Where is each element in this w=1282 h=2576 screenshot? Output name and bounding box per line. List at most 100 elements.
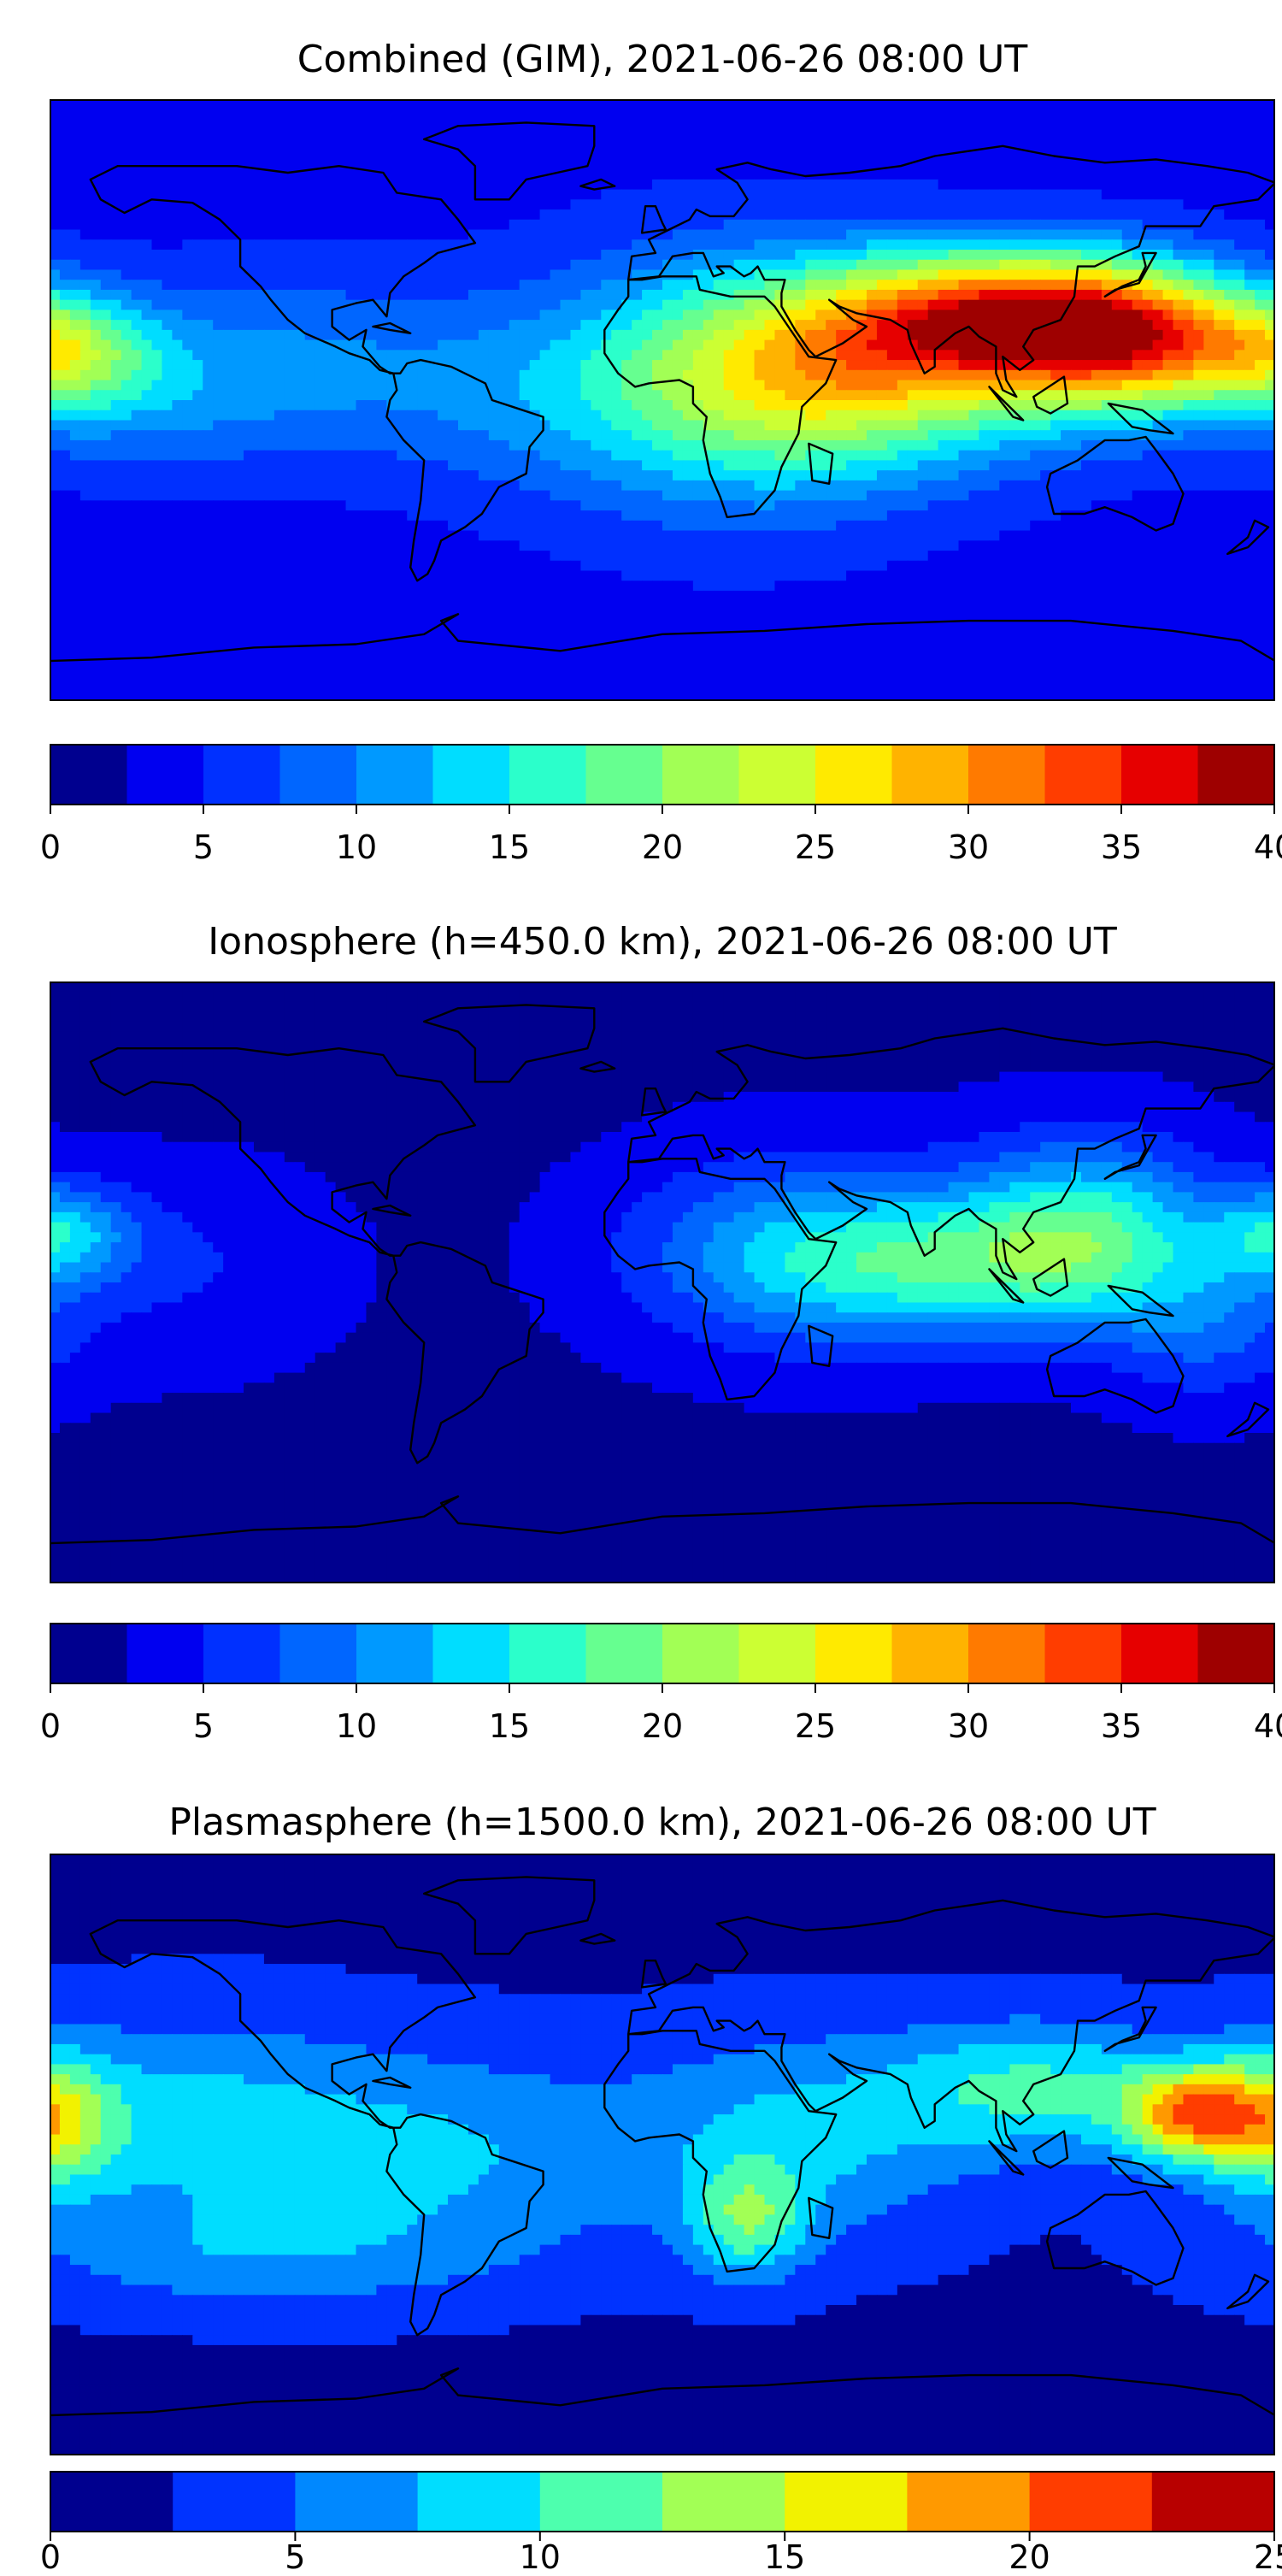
field-cell xyxy=(876,280,888,291)
field-cell xyxy=(652,239,663,251)
field-cell xyxy=(1214,339,1225,351)
field-cell xyxy=(69,280,81,291)
field-cell xyxy=(897,329,909,341)
field-cell xyxy=(335,129,347,140)
field-cell xyxy=(345,309,357,321)
field-cell xyxy=(223,109,234,121)
field-cell xyxy=(192,109,203,121)
field-cell xyxy=(1162,109,1174,121)
field-cell xyxy=(50,199,61,210)
field-cell xyxy=(345,369,357,381)
field-cell xyxy=(550,329,562,341)
field-cell xyxy=(1255,400,1266,411)
field-cell xyxy=(1091,109,1103,121)
field-cell xyxy=(836,109,847,121)
field-cell xyxy=(79,229,91,240)
field-cell xyxy=(458,380,469,391)
field-cell xyxy=(826,329,837,341)
field-cell xyxy=(345,239,357,251)
field-cell xyxy=(438,169,449,180)
field-cell xyxy=(304,400,316,411)
field-cell xyxy=(59,239,71,251)
field-cell xyxy=(897,129,909,140)
field-cell xyxy=(356,460,368,471)
field-cell xyxy=(356,189,368,200)
field-cell xyxy=(417,309,428,321)
field-cell xyxy=(1193,430,1204,441)
field-cell xyxy=(632,139,643,150)
field-cell xyxy=(79,159,91,170)
field-cell xyxy=(1071,490,1082,501)
field-cell xyxy=(203,369,214,381)
field-cell xyxy=(345,289,357,301)
field-cell xyxy=(356,490,368,501)
field-cell xyxy=(233,229,244,240)
field-cell xyxy=(356,410,368,421)
field-cell xyxy=(213,259,224,271)
field-cell xyxy=(79,209,91,221)
field-cell xyxy=(529,250,541,261)
field-cell xyxy=(397,169,408,180)
field-cell xyxy=(488,410,500,421)
field-cell xyxy=(427,480,438,492)
field-cell xyxy=(1030,109,1041,121)
field-cell xyxy=(601,280,612,291)
field-cell xyxy=(478,410,490,421)
field-cell xyxy=(294,390,306,401)
field-cell xyxy=(1203,410,1214,421)
field-cell xyxy=(448,229,459,240)
field-cell xyxy=(59,199,71,210)
field-cell xyxy=(121,430,132,441)
field-cell xyxy=(356,219,368,231)
field-cell xyxy=(785,239,796,251)
field-cell xyxy=(498,380,510,391)
field-cell xyxy=(509,380,520,391)
field-cell xyxy=(376,259,387,271)
field-cell xyxy=(468,239,479,251)
field-cell xyxy=(703,390,715,401)
field-cell xyxy=(1111,299,1123,310)
field-cell xyxy=(1091,280,1103,291)
field-cell xyxy=(59,480,71,492)
field-cell xyxy=(1080,400,1092,411)
field-cell xyxy=(284,350,296,361)
field-cell xyxy=(162,500,173,511)
field-cell xyxy=(785,149,796,160)
field-cell xyxy=(366,219,377,231)
field-cell xyxy=(356,139,368,150)
field-cell xyxy=(662,500,673,511)
field-cell xyxy=(1009,199,1020,210)
field-cell xyxy=(1040,390,1051,401)
field-cell xyxy=(1132,450,1144,461)
field-cell xyxy=(110,500,122,511)
field-cell xyxy=(468,430,479,441)
field-cell xyxy=(764,439,776,451)
field-cell xyxy=(570,299,581,310)
field-cell xyxy=(141,390,153,401)
field-cell xyxy=(488,299,500,310)
field-cell xyxy=(203,109,214,121)
field-cell xyxy=(1071,99,1082,110)
field-cell xyxy=(1265,329,1275,341)
field-cell xyxy=(958,369,970,381)
field-cell xyxy=(50,360,61,371)
field-cell xyxy=(335,490,347,501)
field-cell xyxy=(785,380,796,391)
field-cell xyxy=(692,360,704,371)
field-cell xyxy=(999,119,1010,130)
field-cell xyxy=(141,339,153,351)
field-cell xyxy=(397,480,408,492)
field-cell xyxy=(376,369,387,381)
field-cell xyxy=(979,289,990,301)
field-cell xyxy=(989,360,1000,371)
field-cell xyxy=(886,199,898,210)
field-cell xyxy=(1050,460,1061,471)
field-cell xyxy=(723,360,735,371)
field-cell xyxy=(488,269,500,280)
field-cell xyxy=(815,329,826,341)
field-cell xyxy=(815,460,826,471)
field-cell xyxy=(498,269,510,280)
field-cell xyxy=(315,390,326,401)
field-cell xyxy=(938,199,950,210)
field-cell xyxy=(938,439,950,451)
